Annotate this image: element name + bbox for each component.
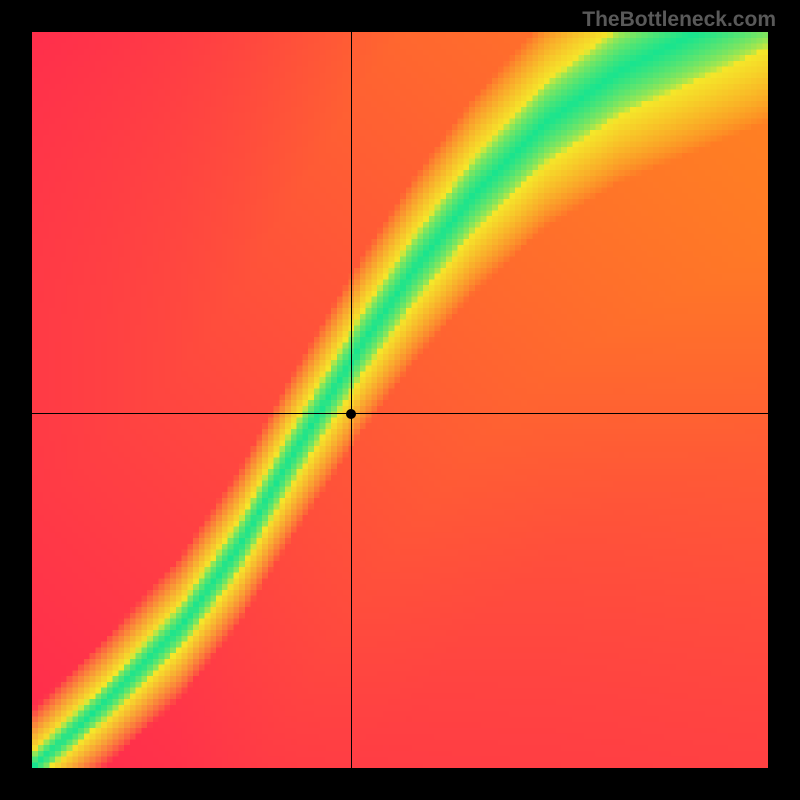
crosshair-marker — [346, 409, 356, 419]
crosshair-horizontal — [32, 413, 768, 414]
heatmap-canvas — [32, 32, 768, 768]
crosshair-vertical — [351, 32, 352, 768]
heatmap-plot — [32, 32, 768, 768]
watermark-text: TheBottleneck.com — [582, 8, 776, 32]
